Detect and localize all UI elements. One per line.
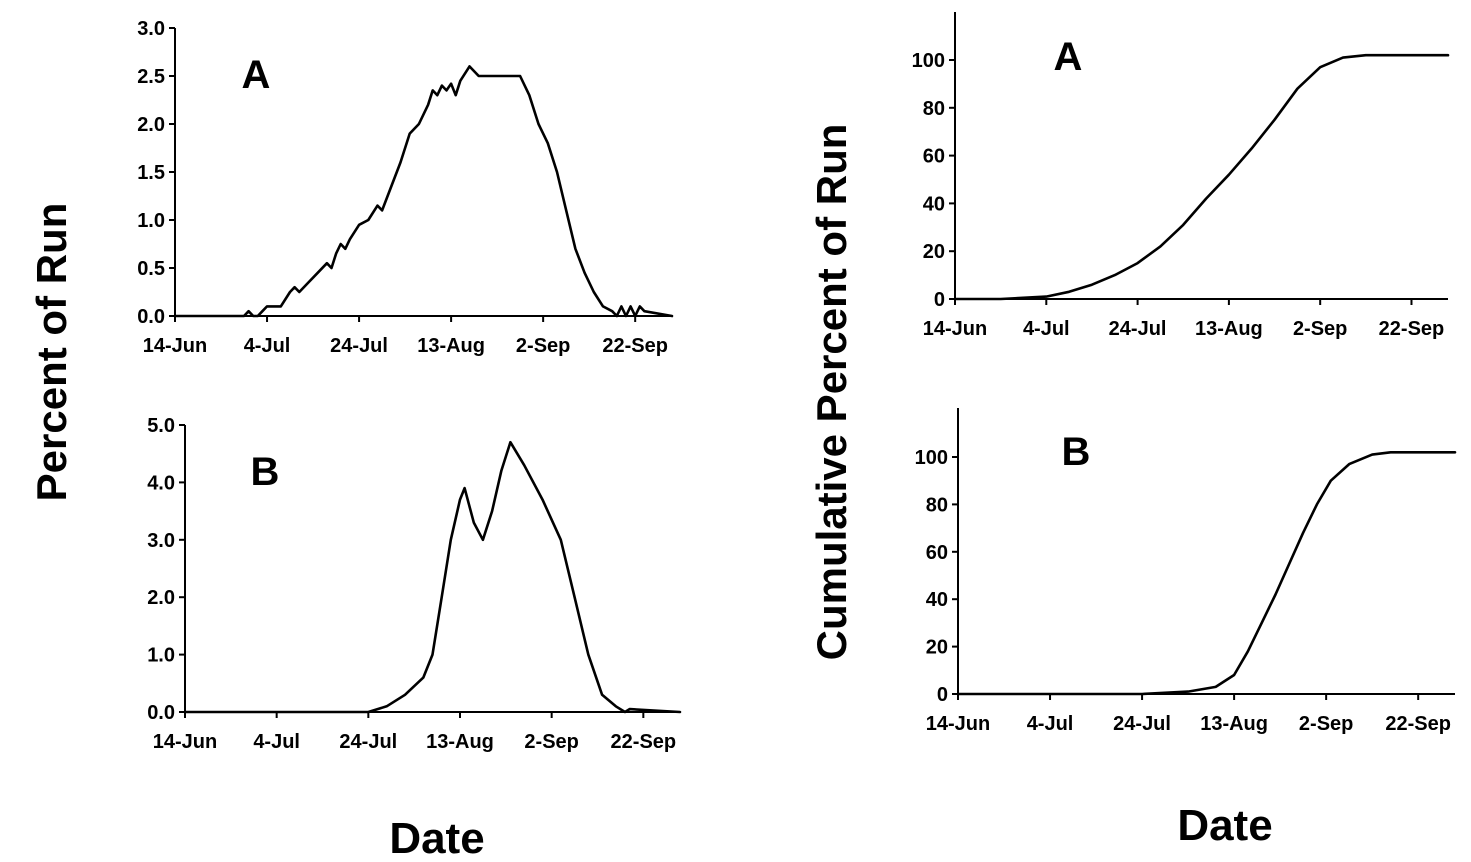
y-tick-label: 100 — [912, 50, 945, 72]
x-tick-label: 14-Jun — [926, 713, 990, 735]
x-tick-label: 4-Jul — [1027, 713, 1074, 735]
daily-a-series-line — [173, 65, 674, 318]
x-tick-label: 22-Sep — [602, 335, 668, 357]
daily-b-series-line — [183, 440, 682, 714]
daily-a-chart: 0.0 0.5 1.0 1.5 2.0 2.5 3.0 14-Jun 4-Jul 24-Jul 13… — [137, 18, 674, 357]
y-tick-label: 40 — [926, 589, 948, 611]
y-tick-label: 1.0 — [147, 645, 175, 667]
x-tick-label: 2-Sep — [1299, 713, 1353, 735]
x-tick-label: 13-Aug — [417, 335, 485, 357]
y-tick-label: 80 — [926, 494, 948, 516]
x-tick-label: 24-Jul — [1113, 713, 1171, 735]
x-tick-label: 4-Jul — [1023, 318, 1070, 340]
y-tick-label: 80 — [923, 98, 945, 120]
y-tick-label: 0.0 — [147, 702, 175, 724]
y-tick-label: 20 — [926, 637, 948, 659]
x-tick-label: 22-Sep — [611, 731, 677, 753]
y-tick-label: 5.0 — [147, 415, 175, 437]
x-tick-label: 14-Jun — [143, 335, 207, 357]
y-tick-label: 2.0 — [137, 114, 165, 136]
chart-panels: 0.0 0.5 1.0 1.5 2.0 2.5 3.0 14-Jun 4-Jul 24-Jul 13… — [137, 12, 1457, 753]
x-tick-label: 22-Sep — [1379, 318, 1445, 340]
y-tick-label: 3.0 — [137, 18, 165, 40]
y-tick-label: 40 — [923, 193, 945, 215]
x-tick-label: 22-Sep — [1385, 713, 1451, 735]
y-tick-label: 20 — [923, 241, 945, 263]
y-tick-label: 0 — [937, 684, 948, 706]
left-y-axis-title: Percent of Run — [28, 203, 75, 502]
x-tick-label: 14-Jun — [153, 731, 217, 753]
x-tick-label: 13-Aug — [426, 731, 494, 753]
x-tick-label: 2-Sep — [524, 731, 578, 753]
y-tick-label: 2.0 — [147, 587, 175, 609]
daily-b-chart: 0.0 1.0 2.0 3.0 4.0 5.0 14-Jun 4-Jul 24-Jul 13-Au… — [147, 415, 682, 753]
cumulative-a-series-line — [953, 53, 1450, 301]
x-tick-label: 2-Sep — [1293, 318, 1347, 340]
y-tick-label: 0.5 — [137, 258, 165, 280]
x-tick-label: 13-Aug — [1195, 318, 1263, 340]
y-tick-label: 2.5 — [137, 66, 165, 88]
x-tick-label: 2-Sep — [516, 335, 570, 357]
x-tick-label: 13-Aug — [1200, 713, 1268, 735]
x-tick-label: 24-Jul — [1109, 318, 1167, 340]
x-tick-label: 14-Jun — [923, 318, 987, 340]
x-tick-label: 24-Jul — [339, 731, 397, 753]
y-tick-label: 100 — [915, 447, 948, 469]
y-tick-label: 0 — [934, 289, 945, 311]
x-tick-label: 24-Jul — [330, 335, 388, 357]
x-tick-label: 4-Jul — [253, 731, 300, 753]
right-y-axis-title: Cumulative Percent of Run — [808, 124, 855, 661]
panel-label: A — [242, 53, 271, 97]
y-tick-label: 0.0 — [137, 306, 165, 328]
cumulative-a-chart: 0 20 40 60 80 100 14-Jun 4-Jul 24-Jul 13-Aug 2-Sep… — [912, 12, 1450, 340]
y-tick-label: 60 — [926, 542, 948, 564]
right-x-axis-title: Date — [1177, 801, 1272, 850]
cumulative-b-chart: 0 20 40 60 80 100 14-Jun 4-Jul 24-Jul 13-Aug 2-Sep… — [915, 408, 1457, 735]
y-tick-label: 1.0 — [137, 210, 165, 232]
y-tick-label: 60 — [923, 146, 945, 168]
y-tick-label: 4.0 — [147, 472, 175, 494]
panel-label: B — [1062, 430, 1091, 474]
x-tick-label: 4-Jul — [244, 335, 291, 357]
cumulative-b-series-line — [956, 451, 1457, 696]
panel-label: B — [251, 450, 280, 494]
y-tick-label: 1.5 — [137, 162, 165, 184]
panel-label: A — [1054, 35, 1083, 79]
y-tick-label: 3.0 — [147, 530, 175, 552]
left-x-axis-title: Date — [389, 814, 484, 862]
